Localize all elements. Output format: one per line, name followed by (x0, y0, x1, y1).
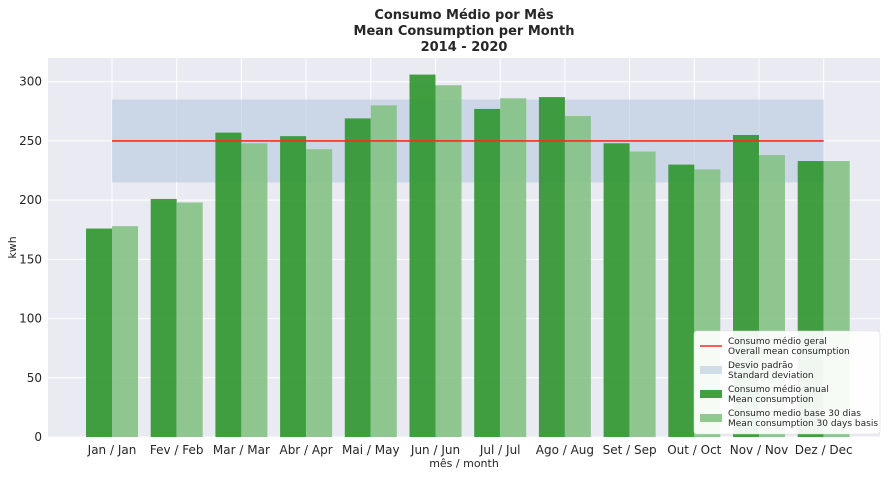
bar-mean-consumption-30-days (564, 116, 591, 438)
bar-mean-consumption-30-days (306, 149, 333, 437)
bar-mean-consumption (150, 198, 177, 437)
y-tick-label: 100 (19, 312, 42, 326)
legend-mean-consumption-30-days-label: Mean consumption 30 days basis (728, 419, 878, 429)
bar-mean-consumption-30-days (500, 98, 527, 438)
bar-mean-consumption (474, 108, 501, 437)
legend-mean-consumption-label: Mean consumption (728, 395, 814, 405)
chart-title-line: Mean Consumption per Month (354, 24, 575, 39)
bar-mean-consumption-30-days (629, 151, 656, 438)
legend-mean-consumption-marker (700, 390, 722, 398)
bar-mean-consumption (668, 164, 695, 437)
x-tick-label: Abr / Apr (279, 443, 332, 457)
chart-title-line: 2014 - 2020 (421, 40, 508, 55)
y-tick-label: 300 (19, 75, 42, 89)
legend-overall-mean-label: Overall mean consumption (728, 347, 850, 357)
x-tick-label: Out / Oct (667, 443, 721, 457)
x-tick-label: Jun / Jun (410, 443, 460, 457)
bar-mean-consumption-30-days (435, 85, 462, 437)
bar-mean-consumption-30-days (112, 226, 138, 437)
legend-mean-consumption-30-days-marker (700, 414, 722, 422)
bar-mean-consumption (409, 74, 436, 438)
legend-std-deviation-label: Standard deviation (728, 371, 814, 381)
bar-mean-consumption (603, 143, 630, 437)
y-tick-label: 250 (19, 134, 42, 148)
x-tick-label: Nov / Nov (730, 443, 789, 457)
bar-mean-consumption (86, 228, 112, 437)
x-tick-label: Dez / Dec (795, 443, 853, 457)
bar-mean-consumption (280, 136, 307, 437)
x-tick-label: Mar / Mar (213, 443, 270, 457)
x-tick-label: Fev / Feb (150, 443, 204, 457)
x-tick-label: Ago / Aug (536, 443, 594, 457)
y-axis-label: kwh (6, 236, 19, 258)
legend-std-deviation-marker (700, 366, 722, 374)
x-tick-label: Set / Sep (603, 443, 657, 457)
legend-mean-consumption-30-days-label: Consumo medio base 30 dias (728, 409, 861, 419)
bar-mean-consumption-30-days (241, 143, 268, 437)
chart-title-line: Consumo Médio por Mês (374, 8, 554, 23)
bar-mean-consumption (344, 118, 371, 437)
bar-mean-consumption (538, 97, 565, 437)
y-tick-label: 50 (27, 371, 42, 385)
y-tick-label: 150 (19, 252, 42, 266)
legend-mean-consumption-label: Consumo médio anual (728, 384, 829, 395)
y-tick-label: 200 (19, 193, 42, 207)
bar-mean-consumption-30-days (176, 202, 203, 437)
legend-box (693, 330, 881, 435)
legend-overall-mean-label: Consumo médio geral (728, 336, 827, 347)
x-tick-label: Jan / Jan (87, 443, 137, 457)
bar-mean-consumption (215, 132, 242, 437)
y-tick-label: 0 (34, 430, 42, 444)
x-tick-label: Jul / Jul (479, 443, 521, 457)
bar-mean-consumption-30-days (370, 105, 397, 437)
x-axis-label: mês / month (429, 457, 499, 470)
x-tick-label: Mai / May (342, 443, 400, 457)
legend-std-deviation-label: Desvio padrão (728, 361, 794, 371)
